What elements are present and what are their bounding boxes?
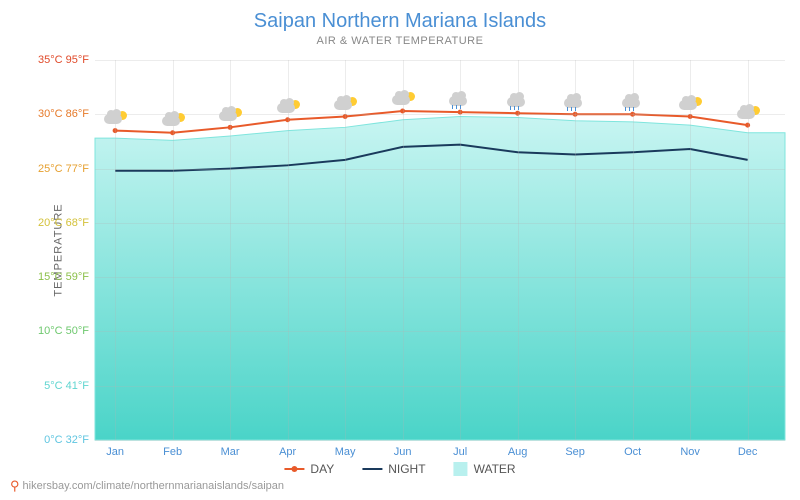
- gridline-h: [95, 169, 785, 170]
- y-tick-label: 35°C 95°F: [38, 54, 95, 66]
- partly-sunny-icon: [275, 99, 301, 117]
- attribution: ⚲ hikersbay.com/climate/northernmarianai…: [10, 478, 284, 494]
- page-subtitle: AIR & WATER TEMPERATURE: [0, 33, 800, 47]
- rain-cloud-icon: [447, 92, 473, 110]
- partly-sunny-icon: [217, 107, 243, 125]
- x-tick-label: Nov: [680, 440, 700, 458]
- y-tick-label: 5°C 41°F: [44, 380, 95, 392]
- gridline-h: [95, 114, 785, 115]
- gridline-h: [95, 277, 785, 278]
- gridline-v: [690, 60, 691, 440]
- y-tick-label: 30°C 86°F: [38, 108, 95, 120]
- y-tick-label: 25°C 77°F: [38, 163, 95, 175]
- pin-icon: ⚲: [10, 478, 20, 494]
- legend-label-water: WATER: [474, 462, 516, 476]
- gridline-v: [633, 60, 634, 440]
- gridline-v: [575, 60, 576, 440]
- x-tick-label: Sep: [565, 440, 585, 458]
- x-tick-label: May: [335, 440, 356, 458]
- attribution-text: hikersbay.com/climate/northernmarianaisl…: [23, 480, 284, 492]
- y-tick-label: 15°C 59°F: [38, 271, 95, 283]
- gridline-v: [518, 60, 519, 440]
- plot-area: 0°C 32°F5°C 41°F10°C 50°F15°C 59°F20°C 6…: [95, 60, 785, 440]
- water-area: [95, 116, 785, 440]
- partly-sunny-icon: [160, 112, 186, 130]
- rain-cloud-icon: [562, 94, 588, 112]
- page-title: Saipan Northern Mariana Islands: [0, 0, 800, 33]
- partly-sunny-icon: [735, 105, 761, 123]
- gridline-h: [95, 386, 785, 387]
- legend-marker-night-icon: [362, 468, 382, 470]
- legend-marker-day-icon: [284, 468, 304, 470]
- rain-cloud-icon: [620, 94, 646, 112]
- x-tick-label: Apr: [279, 440, 296, 458]
- partly-sunny-icon: [390, 91, 416, 109]
- legend-marker-water-icon: [454, 462, 468, 476]
- gridline-h: [95, 331, 785, 332]
- gridline-h: [95, 60, 785, 61]
- chart-svg: [95, 60, 785, 440]
- partly-sunny-icon: [102, 110, 128, 128]
- rain-cloud-icon: [505, 93, 531, 111]
- x-tick-label: Aug: [508, 440, 528, 458]
- legend-label-night: NIGHT: [388, 462, 425, 476]
- gridline-v: [403, 60, 404, 440]
- y-tick-label: 10°C 50°F: [38, 325, 95, 337]
- gridline-v: [345, 60, 346, 440]
- legend-item-night: NIGHT: [362, 462, 425, 476]
- y-tick-label: 20°C 68°F: [38, 217, 95, 229]
- legend: DAY NIGHT WATER: [284, 462, 515, 476]
- partly-sunny-icon: [332, 96, 358, 114]
- x-tick-label: Feb: [163, 440, 182, 458]
- x-tick-label: Jul: [453, 440, 467, 458]
- gridline-h: [95, 223, 785, 224]
- partly-sunny-icon: [677, 96, 703, 114]
- x-tick-label: Dec: [738, 440, 758, 458]
- gridline-v: [460, 60, 461, 440]
- x-tick-label: Mar: [221, 440, 240, 458]
- legend-item-water: WATER: [454, 462, 516, 476]
- chart-area: 0°C 32°F5°C 41°F10°C 50°F15°C 59°F20°C 6…: [95, 60, 785, 440]
- x-tick-label: Jun: [394, 440, 412, 458]
- legend-label-day: DAY: [310, 462, 334, 476]
- legend-item-day: DAY: [284, 462, 334, 476]
- y-tick-label: 0°C 32°F: [44, 434, 95, 446]
- x-tick-label: Oct: [624, 440, 641, 458]
- x-tick-label: Jan: [106, 440, 124, 458]
